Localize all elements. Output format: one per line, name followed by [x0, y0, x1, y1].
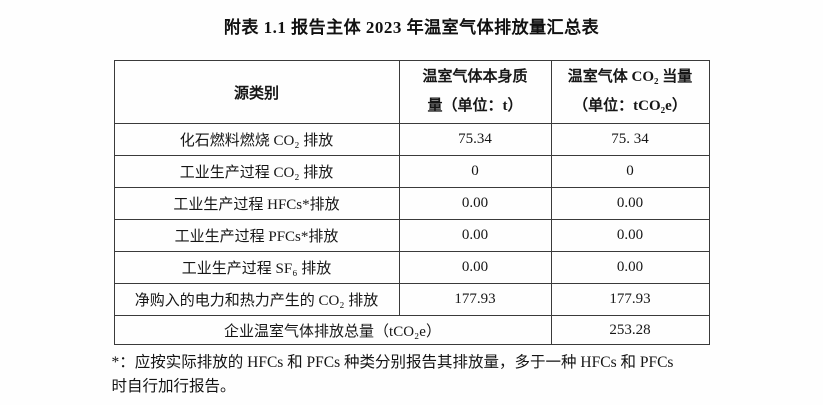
table-row: 化石燃料燃烧 CO₂ 排放 75.34 75. 34 — [113, 123, 710, 156]
row-label: 工业生产过程 SF₆ 排放 — [113, 251, 400, 284]
table-header-row: 源类别 温室气体本身质 量（单位：t） 温室气体 CO₂ 当量 （单位：tCO₂… — [113, 60, 710, 124]
row-co2e-value: 0.00 — [550, 251, 710, 284]
row-mass-value: 0.00 — [398, 187, 552, 220]
row-label: 工业生产过程 HFCs*排放 — [113, 187, 400, 220]
row-mass-value: 0.00 — [398, 251, 552, 284]
table-total-row: 企业温室气体排放总量（tCO₂e） 253.28 — [113, 315, 710, 345]
table-row: 工业生产过程 CO₂ 排放 0 0 — [113, 155, 710, 188]
footnote-line1: *：应按实际排放的 HFCs 和 PFCs 种类分别报告其排放量，多于一种 HF… — [111, 354, 674, 371]
footnote-line2: 时自行加行报告。 — [111, 378, 236, 396]
header-gas-mass-line2: 量（单位：t） — [427, 98, 523, 114]
header-gas-mass-line1: 温室气体本身质 — [422, 69, 528, 85]
row-co2e-value: 75. 34 — [550, 123, 710, 156]
table-row: 净购入的电力和热力产生的 CO₂ 排放 177.93 177.93 — [113, 283, 710, 316]
row-mass-value: 75.34 — [398, 123, 552, 156]
table-row: 工业生产过程 SF₆ 排放 0.00 0.00 — [113, 251, 710, 284]
page-title: 附表 1.1 报告主体 2023 年温室气体排放量汇总表 — [223, 18, 600, 37]
row-mass-value: 0 — [398, 155, 552, 188]
footnote: *：应按实际排放的 HFCs 和 PFCs 种类分别报告其排放量，多于一种 HF… — [112, 351, 712, 399]
header-co2-equivalent-line2: （单位：tCO₂e） — [573, 98, 687, 114]
row-co2e-value: 0.00 — [550, 219, 710, 252]
row-mass-value: 177.93 — [398, 283, 552, 316]
emissions-summary-table: 源类别 温室气体本身质 量（单位：t） 温室气体 CO₂ 当量 （单位：tCO₂… — [113, 60, 710, 345]
table-row: 工业生产过程 PFCs*排放 0.00 0.00 — [113, 219, 710, 252]
row-label: 工业生产过程 PFCs*排放 — [113, 219, 400, 252]
row-label: 净购入的电力和热力产生的 CO₂ 排放 — [113, 283, 400, 316]
row-mass-value: 0.00 — [398, 219, 552, 252]
row-co2e-value: 0.00 — [550, 187, 710, 220]
header-source-category: 源类别 — [113, 60, 400, 124]
row-co2e-value: 0 — [550, 155, 710, 188]
header-gas-mass: 温室气体本身质 量（单位：t） — [398, 60, 552, 124]
row-label: 工业生产过程 CO₂ 排放 — [113, 155, 400, 188]
header-co2-equivalent-line1: 温室气体 CO₂ 当量 — [567, 69, 693, 85]
row-co2e-value: 177.93 — [550, 283, 710, 316]
table-row: 工业生产过程 HFCs*排放 0.00 0.00 — [113, 187, 710, 220]
header-co2-equivalent: 温室气体 CO₂ 当量 （单位：tCO₂e） — [550, 60, 710, 124]
row-label: 化石燃料燃烧 CO₂ 排放 — [113, 123, 400, 156]
total-value: 253.28 — [550, 315, 710, 345]
total-label: 企业温室气体排放总量（tCO₂e） — [113, 315, 552, 345]
